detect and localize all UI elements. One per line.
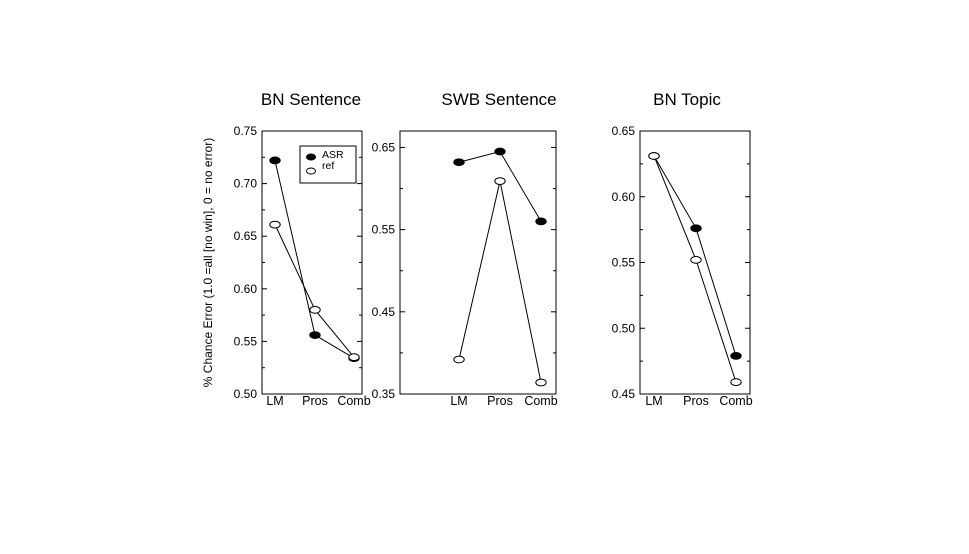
x-category-label: Comb [719, 394, 752, 408]
data-point-asr [494, 147, 506, 156]
y-tick-label: 0.50 [612, 321, 636, 335]
y-tick-label: 0.55 [234, 334, 258, 348]
x-category-label: Pros [683, 394, 709, 408]
data-point-ref [730, 378, 742, 387]
data-point-asr [269, 156, 281, 165]
legend-marker-asr [306, 153, 316, 161]
y-tick-label: 0.60 [234, 282, 258, 296]
x-category-label: Pros [302, 394, 328, 408]
legend-marker-ref [306, 167, 316, 175]
chart-title: BN Sentence [261, 90, 361, 109]
x-category-label: Comb [337, 394, 370, 408]
series-line-ref [653, 155, 737, 383]
data-point-ref [269, 220, 281, 229]
y-tick-label: 0.65 [234, 229, 258, 243]
data-point-ref [690, 255, 702, 264]
data-point-asr [453, 158, 465, 167]
data-point-ref [453, 355, 465, 364]
legend-box [299, 145, 357, 184]
y-axis-label: % Chance Error (1.0 =all [no win], 0 = n… [201, 138, 215, 387]
y-tick-label: 0.65 [612, 124, 636, 138]
data-point-asr [535, 217, 547, 226]
y-tick-label: 0.45 [612, 387, 636, 401]
y-tick-label: 0.45 [372, 305, 396, 319]
y-tick-label: 0.65 [372, 140, 396, 154]
data-point-ref [648, 152, 660, 160]
y-tick-label: 0.75 [234, 124, 258, 138]
y-tick-label: 0.70 [234, 177, 258, 191]
y-tick-label: 0.35 [372, 387, 396, 401]
y-tick-label: 0.55 [612, 256, 636, 270]
series-line-asr [458, 150, 542, 222]
data-point-ref [348, 353, 360, 362]
x-category-label: Pros [487, 394, 513, 408]
y-tick-label: 0.55 [372, 223, 396, 237]
legend-label-asr: ASR [322, 149, 344, 161]
legend-label-ref: ref [322, 160, 334, 172]
data-point-ref [535, 378, 547, 387]
data-point-asr [309, 331, 321, 339]
chart-title: BN Topic [653, 90, 721, 109]
y-tick-label: 0.60 [612, 190, 636, 204]
data-point-asr [730, 351, 742, 360]
x-category-label: LM [450, 394, 467, 408]
data-point-asr [690, 224, 702, 233]
data-point-ref [494, 177, 506, 186]
x-category-label: LM [645, 394, 662, 408]
series-line-asr [274, 160, 355, 359]
series-line-ref [458, 181, 542, 383]
chart-title: SWB Sentence [441, 90, 556, 109]
plot-frame [399, 130, 557, 395]
x-category-label: Comb [524, 394, 557, 408]
data-point-ref [309, 305, 321, 314]
y-tick-label: 0.50 [234, 387, 258, 401]
x-category-label: LM [266, 394, 283, 408]
